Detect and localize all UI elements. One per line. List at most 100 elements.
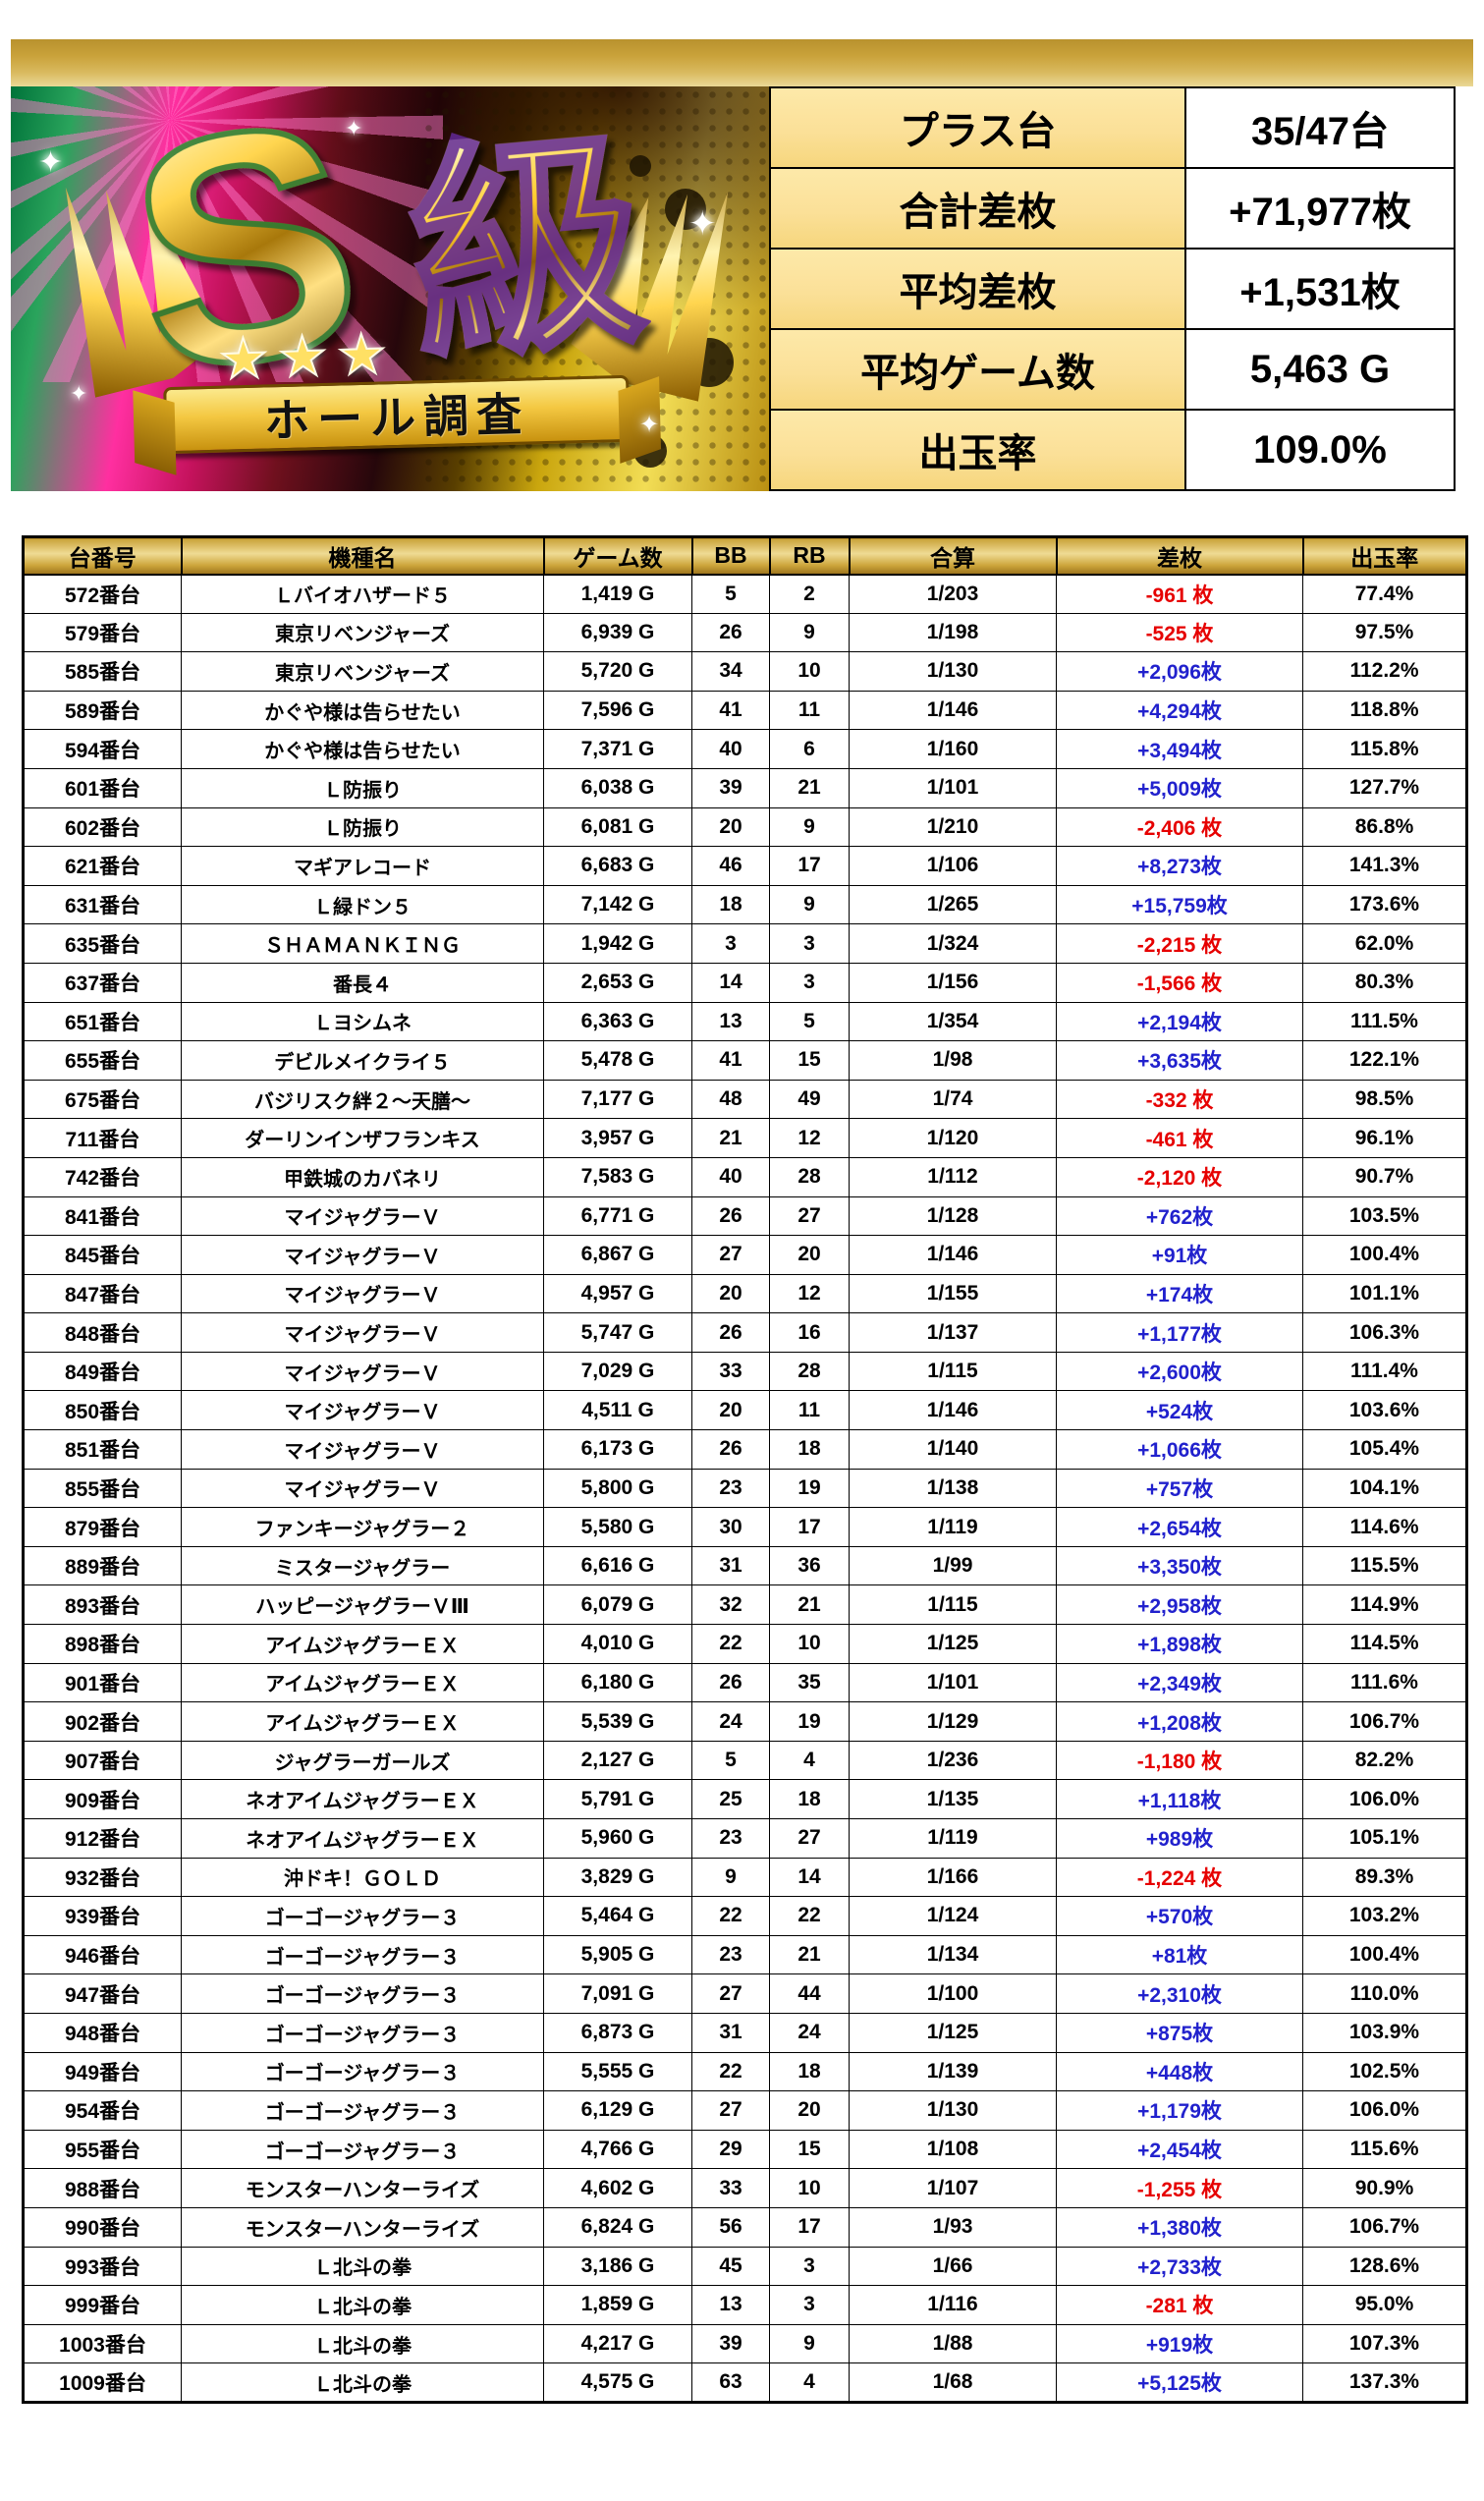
machine-number-cell: 637番台 <box>23 962 182 1003</box>
diff-medals-cell: -1,224 枚 <box>1056 1857 1303 1898</box>
game-count-cell: 5,747 G <box>543 1312 692 1353</box>
payout-rate-cell: 115.5% <box>1302 1545 1467 1586</box>
table-row: 851番台 マイジャグラーＶ 6,173 G 26 18 1/140 +1,066枚 105.… <box>23 1429 1467 1470</box>
payout-rate-cell: 105.4% <box>1302 1429 1467 1470</box>
combined-rate-cell: 1/116 <box>849 2285 1057 2325</box>
combined-rate-cell: 1/139 <box>849 2051 1057 2092</box>
game-count-cell: 5,555 G <box>543 2051 692 2092</box>
game-count-cell: 7,029 G <box>543 1351 692 1392</box>
payout-rate-cell: 122.1% <box>1302 1040 1467 1081</box>
machine-number-cell: 651番台 <box>23 1001 182 1042</box>
game-count-cell: 6,081 G <box>543 806 692 848</box>
game-count-cell: 6,173 G <box>543 1429 692 1470</box>
col-header-combined: 合算 <box>848 535 1058 576</box>
bb-count-cell: 26 <box>691 612 770 653</box>
table-row: 993番台 Ｌ北斗の拳 3,186 G 45 3 1/66 +2,733枚 128.6% <box>23 2246 1467 2287</box>
combined-rate-cell: 1/108 <box>849 2129 1057 2170</box>
game-count-cell: 4,010 G <box>543 1624 692 1664</box>
bb-count-cell: 29 <box>691 2129 770 2170</box>
summary-value-total-diff: +71,977枚 <box>1184 167 1456 250</box>
combined-rate-cell: 1/98 <box>849 1040 1057 1081</box>
machine-name-cell: デビルメイクライ５ <box>181 1040 544 1081</box>
payout-rate-cell: 115.6% <box>1302 2129 1467 2170</box>
payout-rate-cell: 110.0% <box>1302 1973 1467 2014</box>
rb-count-cell: 11 <box>769 690 850 731</box>
game-count-cell: 5,464 G <box>543 1896 692 1936</box>
bb-count-cell: 26 <box>691 1312 770 1353</box>
diff-medals-cell: -2,215 枚 <box>1056 923 1303 964</box>
game-count-cell: 6,038 G <box>543 767 692 808</box>
machine-number-cell: 1009番台 <box>23 2362 182 2403</box>
machine-number-cell: 594番台 <box>23 729 182 769</box>
rb-count-cell: 3 <box>769 2285 850 2325</box>
payout-rate-cell: 82.2% <box>1302 1740 1467 1781</box>
logo-banner-text: ホール調査 <box>263 388 530 447</box>
combined-rate-cell: 1/130 <box>849 2090 1057 2131</box>
machine-name-cell: 番長４ <box>181 962 544 1003</box>
sparkle-icon: ✦ <box>688 205 717 243</box>
combined-rate-cell: 1/134 <box>849 1934 1057 1975</box>
game-count-cell: 6,180 G <box>543 1662 692 1703</box>
machine-number-cell: 1003番台 <box>23 2323 182 2364</box>
machine-name-cell: ミスタージャグラー <box>181 1545 544 1586</box>
machine-name-cell: バジリスク絆２～天膳～ <box>181 1079 544 1120</box>
machine-number-cell: 585番台 <box>23 651 182 692</box>
bb-count-cell: 40 <box>691 1156 770 1197</box>
summary-label-total-diff: 合計差枚 <box>769 167 1186 250</box>
bb-count-cell: 23 <box>691 1934 770 1975</box>
rb-count-cell: 2 <box>769 574 850 614</box>
machine-name-cell: マイジャグラーＶ <box>181 1312 544 1353</box>
table-row: 651番台 Ｌヨシムネ 6,363 G 13 5 1/354 +2,194枚 111.5% <box>23 1001 1467 1042</box>
payout-rate-cell: 114.5% <box>1302 1624 1467 1664</box>
game-count-cell: 6,363 G <box>543 1001 692 1042</box>
rb-count-cell: 19 <box>769 1701 850 1742</box>
col-header-payout-rate: 出玉率 <box>1301 535 1468 576</box>
sparkle-icon: ✦ <box>70 381 88 406</box>
machine-name-cell: アイムジャグラーＥＸ <box>181 1624 544 1664</box>
machine-number-cell: 675番台 <box>23 1079 182 1120</box>
rb-count-cell: 11 <box>769 1390 850 1431</box>
payout-rate-cell: 103.6% <box>1302 1390 1467 1431</box>
payout-rate-cell: 80.3% <box>1302 962 1467 1003</box>
diff-medals-cell: +2,654枚 <box>1056 1507 1303 1547</box>
diff-medals-cell: +989枚 <box>1056 1818 1303 1859</box>
payout-rate-cell: 89.3% <box>1302 1857 1467 1898</box>
diff-medals-cell: -961 枚 <box>1056 574 1303 614</box>
machine-number-cell: 988番台 <box>23 2168 182 2208</box>
summary-label-avg-games: 平均ゲーム数 <box>769 328 1186 411</box>
payout-rate-cell: 111.4% <box>1302 1351 1467 1392</box>
diff-medals-cell: +524枚 <box>1056 1390 1303 1431</box>
rb-count-cell: 20 <box>769 1235 850 1275</box>
machine-number-cell: 841番台 <box>23 1195 182 1237</box>
machine-name-cell: マイジャグラーＶ <box>181 1235 544 1275</box>
summary-row: 出玉率 109.0% <box>769 409 1456 491</box>
gold-top-bar <box>11 39 1473 86</box>
combined-rate-cell: 1/138 <box>849 1468 1057 1509</box>
diff-medals-cell: +1,066枚 <box>1056 1429 1303 1470</box>
combined-rate-cell: 1/166 <box>849 1857 1057 1898</box>
combined-rate-cell: 1/135 <box>849 1779 1057 1819</box>
rb-count-cell: 49 <box>769 1079 850 1120</box>
table-row: 841番台 マイジャグラーＶ 6,771 G 26 27 1/128 +762枚 103.5% <box>23 1195 1467 1237</box>
table-row: 898番台 アイムジャグラーＥＸ 4,010 G 22 10 1/125 +1,898枚 11… <box>23 1624 1467 1664</box>
combined-rate-cell: 1/120 <box>849 1118 1057 1158</box>
diff-medals-cell: +5,125枚 <box>1056 2362 1303 2403</box>
bb-count-cell: 20 <box>691 1273 770 1314</box>
rb-count-cell: 16 <box>769 1312 850 1353</box>
table-row: 850番台 マイジャグラーＶ 4,511 G 20 11 1/146 +524枚 103.6% <box>23 1390 1467 1431</box>
diff-medals-cell: +8,273枚 <box>1056 846 1303 886</box>
payout-rate-cell: 77.4% <box>1302 574 1467 614</box>
payout-rate-cell: 90.9% <box>1302 2168 1467 2208</box>
payout-rate-cell: 106.0% <box>1302 1779 1467 1819</box>
rb-count-cell: 28 <box>769 1351 850 1392</box>
diff-medals-cell: +2,958枚 <box>1056 1584 1303 1626</box>
summary-row: 合計差枚 +71,977枚 <box>769 167 1456 250</box>
sparkle-icon: ✦ <box>639 412 660 438</box>
machine-name-cell: ゴーゴージャグラー３ <box>181 2012 544 2053</box>
combined-rate-cell: 1/93 <box>849 2206 1057 2248</box>
payout-rate-cell: 86.8% <box>1302 806 1467 848</box>
game-count-cell: 6,079 G <box>543 1584 692 1626</box>
machine-name-cell: モンスターハンターライズ <box>181 2168 544 2208</box>
bb-count-cell: 13 <box>691 2285 770 2325</box>
machine-number-cell: 912番台 <box>23 1818 182 1859</box>
